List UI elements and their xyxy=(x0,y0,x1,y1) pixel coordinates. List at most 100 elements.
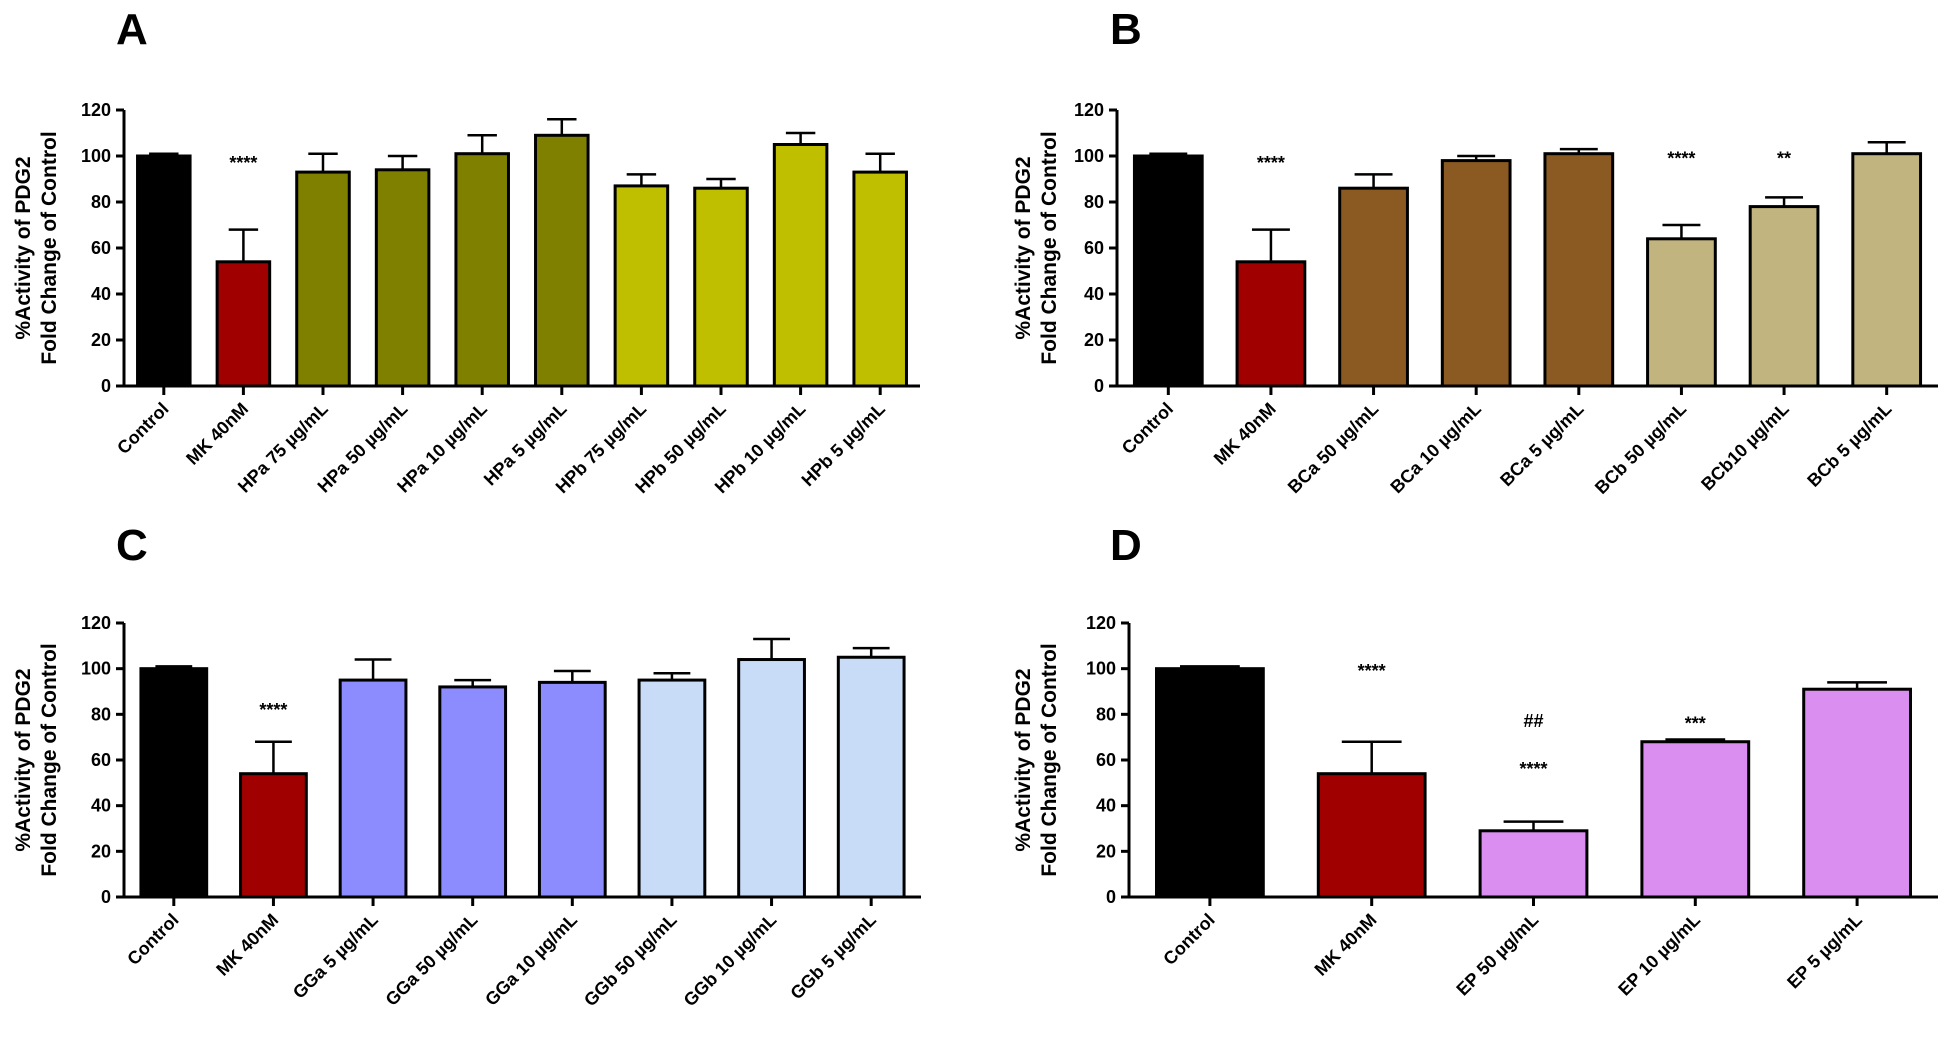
significance-label: **** xyxy=(259,700,287,720)
significance-label: ** xyxy=(1777,148,1791,168)
y-tick-label: 60 xyxy=(1084,238,1104,258)
x-tick-label: GGa 50 µg/mL xyxy=(382,910,482,1010)
bar xyxy=(1440,159,1512,388)
x-tick-label: GGb 5 µg/mL xyxy=(786,910,880,1004)
y-tick-label: 100 xyxy=(1086,659,1116,679)
bar xyxy=(1748,205,1820,388)
y-tick-label: 120 xyxy=(81,613,111,633)
y-tick-label: 100 xyxy=(1074,146,1104,166)
y-axis-sublabel: Fold Change of Control xyxy=(38,131,61,364)
y-axis-sublabel: Fold Change of Control xyxy=(38,643,61,876)
x-tick-label: MK 40nM xyxy=(182,399,252,469)
y-tick-label: 20 xyxy=(1096,841,1116,861)
significance-label: *** xyxy=(1685,713,1706,733)
bar xyxy=(374,168,431,388)
x-tick-label: BCa 5 µg/mL xyxy=(1496,399,1587,490)
bar xyxy=(338,678,408,899)
y-tick-label: 60 xyxy=(91,750,111,770)
panel-letter-c: C xyxy=(116,521,148,570)
x-tick-label: HPb 5 µg/mL xyxy=(798,399,889,490)
y-axis-sublabel: Fold Change of Control xyxy=(1038,643,1061,876)
bar xyxy=(1640,740,1751,899)
panel-d: D %Activity of PDG2 Fold Change of Contro… xyxy=(1012,521,1938,1000)
bar xyxy=(438,685,508,899)
bar xyxy=(852,170,908,388)
panel-c: C %Activity of PDG2 Fold Change of Contro… xyxy=(12,521,921,1010)
bar xyxy=(215,260,272,388)
y-tick-label: 60 xyxy=(91,238,111,258)
x-tick-label: BCb 5 µg/mL xyxy=(1803,399,1895,491)
x-tick-label: BCb 50 µg/mL xyxy=(1591,399,1690,498)
bar xyxy=(136,154,192,388)
y-tick-label: 80 xyxy=(91,704,111,724)
bar xyxy=(537,680,607,899)
bar xyxy=(1802,687,1912,899)
x-tick-label: Control xyxy=(1118,399,1177,458)
x-tick-label: BCb10 µg/mL xyxy=(1697,399,1793,495)
bar xyxy=(1478,829,1589,899)
y-tick-label: 0 xyxy=(101,887,111,907)
x-tick-label: MK 40nM xyxy=(212,910,282,980)
y-tick-label: 100 xyxy=(81,146,111,166)
x-tick-label: Control xyxy=(1159,910,1218,969)
bar xyxy=(1132,154,1204,388)
x-tick-label: EP 10 µg/mL xyxy=(1614,910,1704,1000)
bar xyxy=(454,152,510,388)
significance-label: **** xyxy=(1519,759,1547,779)
y-axis-label: %Activity of PDG2 xyxy=(12,156,35,339)
x-tick-label: Control xyxy=(113,399,172,458)
y-tick-label: 0 xyxy=(101,376,111,396)
bar xyxy=(295,170,351,388)
x-tick-label: HPa 5 µg/mL xyxy=(480,399,571,490)
y-tick-label: 80 xyxy=(91,192,111,212)
bar xyxy=(1543,152,1615,388)
y-tick-label: 20 xyxy=(91,841,111,861)
y-tick-label: 120 xyxy=(1074,100,1104,120)
bar xyxy=(1646,237,1717,388)
bar xyxy=(1235,260,1307,388)
x-tick-label: MK 40nM xyxy=(1210,399,1280,469)
bar xyxy=(637,678,707,899)
bar xyxy=(693,186,749,388)
y-tick-label: 40 xyxy=(91,796,111,816)
x-tick-label: EP 50 µg/mL xyxy=(1452,910,1542,1000)
panel-letter-a: A xyxy=(116,5,148,54)
y-tick-label: 60 xyxy=(1096,750,1116,770)
y-tick-label: 40 xyxy=(1084,284,1104,304)
bar xyxy=(534,133,590,388)
bar xyxy=(613,184,670,388)
y-axis-sublabel: Fold Change of Control xyxy=(1038,131,1061,364)
bar xyxy=(1338,186,1409,388)
y-tick-label: 40 xyxy=(1096,796,1116,816)
x-tick-label: EP 5 µg/mL xyxy=(1783,910,1866,993)
significance-label: **** xyxy=(1358,661,1386,681)
x-tick-label: MK 40nM xyxy=(1311,910,1381,980)
y-tick-label: 20 xyxy=(91,330,111,350)
x-tick-label: Control xyxy=(123,910,182,969)
y-tick-label: 0 xyxy=(1106,887,1116,907)
y-tick-label: 100 xyxy=(81,659,111,679)
x-tick-label: BCa 10 µg/mL xyxy=(1386,399,1485,498)
y-tick-label: 20 xyxy=(1084,330,1104,350)
x-tick-label: GGa 5 µg/mL xyxy=(289,910,382,1003)
y-axis-label: %Activity of PDG2 xyxy=(12,668,35,851)
significance-label: ## xyxy=(1523,711,1543,731)
significance-label: **** xyxy=(229,153,257,173)
x-tick-label: BCa 50 µg/mL xyxy=(1284,399,1383,498)
bar xyxy=(239,772,308,899)
y-axis-label: %Activity of PDG2 xyxy=(1012,156,1035,339)
y-tick-label: 120 xyxy=(1086,613,1116,633)
panel-letter-b: B xyxy=(1110,5,1142,54)
y-tick-label: 80 xyxy=(1084,192,1104,212)
bar xyxy=(139,667,209,899)
x-tick-label: GGa 10 µg/mL xyxy=(481,910,581,1010)
y-tick-label: 120 xyxy=(81,100,111,120)
panel-a: A %Activity of PDG2 Fold Change of Contro… xyxy=(12,5,920,497)
x-tick-label: GGb 50 µg/mL xyxy=(580,910,681,1011)
y-axis-label: %Activity of PDG2 xyxy=(1012,668,1035,851)
significance-label: **** xyxy=(1257,153,1285,173)
bar xyxy=(836,655,906,899)
bar xyxy=(1316,772,1427,899)
y-tick-label: 80 xyxy=(1096,704,1116,724)
